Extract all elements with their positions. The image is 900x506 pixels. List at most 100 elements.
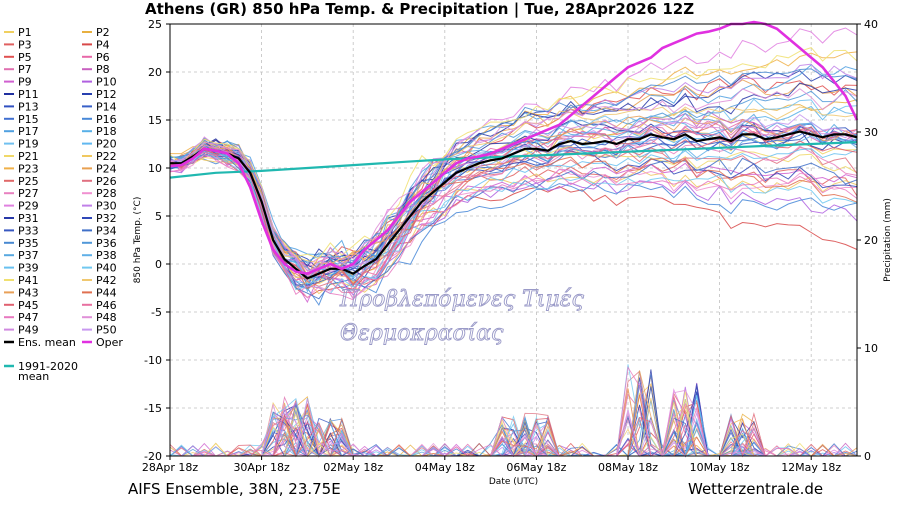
legend-item: P35 xyxy=(18,237,39,250)
y-tick-label: 10 xyxy=(148,162,162,175)
member-line-p42 xyxy=(169,106,858,265)
legend-item-climate: 1991-2020 xyxy=(18,360,78,373)
y2-axis-label: Precipitation (mm) xyxy=(883,198,893,282)
legend-item: P5 xyxy=(18,51,32,64)
y-tick-label: -10 xyxy=(144,354,162,367)
legend-item: P6 xyxy=(96,51,110,64)
legend-item: P23 xyxy=(18,162,39,175)
legend-item: P28 xyxy=(96,187,117,200)
legend-item: P42 xyxy=(96,274,117,287)
y2-tick-label: 30 xyxy=(864,126,878,139)
legend-item: P25 xyxy=(18,175,39,188)
y-tick-label: -15 xyxy=(144,402,162,415)
series-lines xyxy=(169,20,859,458)
legend-item: P49 xyxy=(18,324,39,337)
y-tick-label: 25 xyxy=(148,18,162,31)
watermark-line2: Θερμοκρασίας xyxy=(340,321,504,346)
chart-title: Athens (GR) 850 hPa Temp. & Precipitatio… xyxy=(145,0,695,18)
legend-item: P21 xyxy=(18,150,39,163)
legend-item: P7 xyxy=(18,63,32,76)
y-tick-label: 20 xyxy=(148,66,162,79)
member-line-p1 xyxy=(169,127,858,284)
legend-item: P34 xyxy=(96,224,117,237)
legend-item-climate: mean xyxy=(18,370,49,383)
legend-item: P11 xyxy=(18,88,39,101)
legend-item: P18 xyxy=(96,125,117,138)
model-label: AIFS Ensemble, 38N, 23.75E xyxy=(128,480,341,498)
legend-item: P48 xyxy=(96,311,117,324)
member-line-p34 xyxy=(169,149,858,300)
y-tick-label: -20 xyxy=(144,450,162,463)
site-label: Wetterzentrale.de xyxy=(688,480,824,498)
legend-item: P20 xyxy=(96,138,117,151)
member-line-p40 xyxy=(169,150,858,295)
x-tick-label: 02May 18z xyxy=(323,461,383,474)
legend-item: P24 xyxy=(96,162,117,175)
y2-tick-label: 10 xyxy=(864,342,878,355)
x-tick-label: 06May 18z xyxy=(506,461,566,474)
member-line-p15 xyxy=(169,126,858,290)
x-tick-label: 04May 18z xyxy=(415,461,475,474)
legend-item: P46 xyxy=(96,299,117,312)
member-line-p29 xyxy=(169,27,858,267)
legend-item: P41 xyxy=(18,274,39,287)
y2-tick-label: 20 xyxy=(864,234,878,247)
legend-item: P3 xyxy=(18,38,32,51)
legend-item: P2 xyxy=(96,26,110,39)
legend-item: P45 xyxy=(18,299,39,312)
member-line-p33 xyxy=(169,127,858,286)
legend-item: P31 xyxy=(18,212,39,225)
member-line-p26 xyxy=(169,143,858,287)
x-tick-label: 28Apr 18z xyxy=(142,461,199,474)
legend-item: P27 xyxy=(18,187,39,200)
x-axis-label: Date (UTC) xyxy=(489,477,538,487)
member-line-p35 xyxy=(169,68,858,264)
y-tick-label: 5 xyxy=(155,210,162,223)
ens-mean-line xyxy=(170,130,858,280)
precip-line-p48 xyxy=(170,389,857,457)
legend-item: P19 xyxy=(18,138,39,151)
x-tick-label: 12May 18z xyxy=(781,461,841,474)
legend-item-oper: Oper xyxy=(96,336,123,349)
member-line-p41 xyxy=(169,47,858,260)
legend-item: P9 xyxy=(18,76,32,89)
legend-item: P33 xyxy=(18,224,39,237)
legend-item: P43 xyxy=(18,286,39,299)
member-line-p47 xyxy=(169,154,858,301)
y2-tick-label: 0 xyxy=(864,450,871,463)
y-tick-label: -5 xyxy=(151,306,162,319)
member-line-p36 xyxy=(169,88,858,262)
legend-item: P22 xyxy=(96,150,117,163)
legend-item: P17 xyxy=(18,125,39,138)
legend-item: P30 xyxy=(96,200,117,213)
legend-item: P44 xyxy=(96,286,117,299)
member-line-p24 xyxy=(169,79,858,276)
watermark-line1: Προβλεπόμενες Τιμές xyxy=(339,287,585,312)
legend-item: P32 xyxy=(96,212,117,225)
legend-item: P39 xyxy=(18,262,39,275)
x-tick-label: 30Apr 18z xyxy=(233,461,290,474)
legend-item: P50 xyxy=(96,324,117,337)
legend-item: P37 xyxy=(18,249,39,262)
legend-item: P40 xyxy=(96,262,117,275)
y-tick-label: 0 xyxy=(155,258,162,271)
legend-item: P47 xyxy=(18,311,39,324)
legend-item: P10 xyxy=(96,76,117,89)
y2-tick-label: 40 xyxy=(864,18,878,31)
y-axis-label: 850 hPa Temp. (°C) xyxy=(133,197,143,284)
legend-item: P15 xyxy=(18,113,39,126)
legend-item: P12 xyxy=(96,88,117,101)
legend-item: P1 xyxy=(18,26,32,39)
legend-item: P16 xyxy=(96,113,117,126)
legend-item: P13 xyxy=(18,100,39,113)
legend-item: P4 xyxy=(96,38,110,51)
x-tick-label: 10May 18z xyxy=(690,461,750,474)
y-tick-label: 15 xyxy=(148,114,162,127)
legend-item-ens-mean: Ens. mean xyxy=(18,336,76,349)
x-tick-label: 08May 18z xyxy=(598,461,658,474)
legend-item: P36 xyxy=(96,237,117,250)
legend-item: P14 xyxy=(96,100,117,113)
member-line-p48 xyxy=(169,88,858,272)
